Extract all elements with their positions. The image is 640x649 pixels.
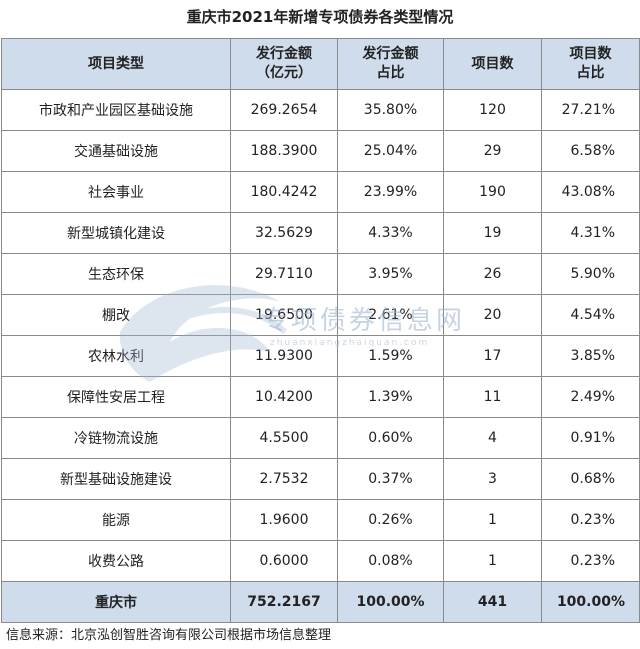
cell-count-pct: 4.31% xyxy=(541,212,640,254)
cell-type: 市政和产业园区基础设施 xyxy=(1,89,231,131)
cell-type: 冷链物流设施 xyxy=(1,417,231,459)
table-row: 棚改 19.6500 2.61% 20 4.54% xyxy=(1,294,640,336)
cell-count-pct: 2.49% xyxy=(541,376,640,418)
cell-amount: 19.6500 xyxy=(230,294,338,336)
table-row: 生态环保 29.7110 3.95% 26 5.90% xyxy=(1,253,640,295)
cell-type: 保障性安居工程 xyxy=(1,376,231,418)
table-row: 农林水利 11.9300 1.59% 17 3.85% xyxy=(1,335,640,377)
cell-amount: 11.9300 xyxy=(230,335,338,377)
cell-type: 新型城镇化建设 xyxy=(1,212,231,254)
cell-amount-pct: 0.37% xyxy=(337,458,444,500)
cell-amount: 0.6000 xyxy=(230,540,338,582)
table-header-row: 项目类型 发行金额 （亿元） 发行金额 占比 项目数 项目数 占比 xyxy=(1,38,640,90)
cell-count: 19 xyxy=(443,212,542,254)
header-amount: 发行金额 （亿元） xyxy=(230,38,338,90)
header-count-pct: 项目数 占比 xyxy=(541,38,640,90)
cell-count: 11 xyxy=(443,376,542,418)
cell-type: 生态环保 xyxy=(1,253,231,295)
cell-amount-pct: 0.26% xyxy=(337,499,444,541)
cell-amount-pct: 2.61% xyxy=(337,294,444,336)
cell-amount-pct: 100.00% xyxy=(337,581,444,623)
cell-count-pct: 0.68% xyxy=(541,458,640,500)
header-type: 项目类型 xyxy=(1,38,231,90)
cell-type: 重庆市 xyxy=(1,581,231,623)
cell-amount-pct: 0.08% xyxy=(337,540,444,582)
table-title: 重庆市2021年新增专项债券各类型情况 xyxy=(186,8,454,26)
cell-count-pct: 5.90% xyxy=(541,253,640,295)
table-row: 能源 1.9600 0.26% 1 0.23% xyxy=(1,499,640,541)
cell-count-pct: 4.54% xyxy=(541,294,640,336)
cell-amount-pct: 3.95% xyxy=(337,253,444,295)
header-count: 项目数 xyxy=(443,38,542,90)
cell-count-pct: 43.08% xyxy=(541,171,640,213)
cell-amount: 10.4200 xyxy=(230,376,338,418)
cell-amount-pct: 1.39% xyxy=(337,376,444,418)
cell-count: 120 xyxy=(443,89,542,131)
cell-amount: 32.5629 xyxy=(230,212,338,254)
cell-amount: 4.5500 xyxy=(230,417,338,459)
cell-count: 190 xyxy=(443,171,542,213)
table-total-row: 重庆市 752.2167 100.00% 441 100.00% xyxy=(1,581,640,623)
cell-count-pct: 27.21% xyxy=(541,89,640,131)
source-note: 信息来源：北京泓创智胜咨询有限公司根据市场信息整理 xyxy=(6,628,332,643)
cell-amount: 180.4242 xyxy=(230,171,338,213)
cell-count-pct: 0.23% xyxy=(541,499,640,541)
cell-count-pct: 100.00% xyxy=(541,581,640,623)
cell-count-pct: 0.23% xyxy=(541,540,640,582)
table-row: 交通基础设施 188.3900 25.04% 29 6.58% xyxy=(1,130,640,172)
cell-amount-pct: 4.33% xyxy=(337,212,444,254)
cell-type: 棚改 xyxy=(1,294,231,336)
table-row: 收费公路 0.6000 0.08% 1 0.23% xyxy=(1,540,640,582)
cell-amount: 269.2654 xyxy=(230,89,338,131)
cell-count: 3 xyxy=(443,458,542,500)
cell-amount: 1.9600 xyxy=(230,499,338,541)
cell-amount: 29.7110 xyxy=(230,253,338,295)
cell-type: 农林水利 xyxy=(1,335,231,377)
cell-amount: 752.2167 xyxy=(230,581,338,623)
cell-type: 交通基础设施 xyxy=(1,130,231,172)
cell-amount: 188.3900 xyxy=(230,130,338,172)
cell-type: 收费公路 xyxy=(1,540,231,582)
header-amount-pct: 发行金额 占比 xyxy=(337,38,444,90)
cell-count: 20 xyxy=(443,294,542,336)
bond-type-table: 项目类型 发行金额 （亿元） 发行金额 占比 项目数 项目数 占比 市政和产业园… xyxy=(1,38,640,623)
cell-count: 17 xyxy=(443,335,542,377)
cell-amount-pct: 23.99% xyxy=(337,171,444,213)
cell-amount: 2.7532 xyxy=(230,458,338,500)
cell-count-pct: 3.85% xyxy=(541,335,640,377)
cell-type: 能源 xyxy=(1,499,231,541)
cell-amount-pct: 35.80% xyxy=(337,89,444,131)
table-row: 社会事业 180.4242 23.99% 190 43.08% xyxy=(1,171,640,213)
cell-count: 29 xyxy=(443,130,542,172)
table-row: 保障性安居工程 10.4200 1.39% 11 2.49% xyxy=(1,376,640,418)
cell-count: 4 xyxy=(443,417,542,459)
cell-count-pct: 0.91% xyxy=(541,417,640,459)
table-row: 冷链物流设施 4.5500 0.60% 4 0.91% xyxy=(1,417,640,459)
table-row: 市政和产业园区基础设施 269.2654 35.80% 120 27.21% xyxy=(1,89,640,131)
cell-count: 1 xyxy=(443,499,542,541)
cell-count: 26 xyxy=(443,253,542,295)
cell-type: 社会事业 xyxy=(1,171,231,213)
cell-amount-pct: 25.04% xyxy=(337,130,444,172)
cell-amount-pct: 0.60% xyxy=(337,417,444,459)
cell-type: 新型基础设施建设 xyxy=(1,458,231,500)
cell-count: 441 xyxy=(443,581,542,623)
table-row: 新型基础设施建设 2.7532 0.37% 3 0.68% xyxy=(1,458,640,500)
cell-count: 1 xyxy=(443,540,542,582)
cell-amount-pct: 1.59% xyxy=(337,335,444,377)
table-row: 新型城镇化建设 32.5629 4.33% 19 4.31% xyxy=(1,212,640,254)
cell-count-pct: 6.58% xyxy=(541,130,640,172)
